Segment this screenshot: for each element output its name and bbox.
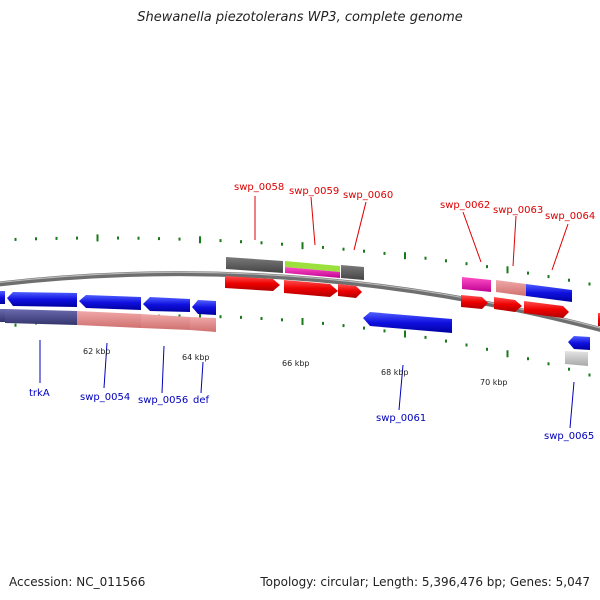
gene-label-def[interactable]: def — [193, 395, 210, 406]
gene-arrow-def[interactable] — [192, 300, 216, 315]
map-title: Shewanella piezotolerans WP3, complete g… — [137, 10, 463, 25]
gene-arrow-trkA[interactable] — [7, 292, 77, 307]
outer-tick-ring — [14, 234, 591, 286]
feature-bar-swp_0060[interactable] — [341, 265, 364, 280]
gene-arrow-swp_0063[interactable] — [494, 297, 522, 312]
gene-label-swp_0065[interactable]: swp_0065 — [544, 431, 594, 442]
forward-leader-lines — [254, 196, 569, 271]
forward-gene-track — [225, 276, 600, 326]
reverse-gene-track — [0, 291, 590, 350]
feature-bar-swp_0062[interactable] — [462, 277, 491, 292]
reverse-leader-lines — [39, 340, 575, 429]
reverse-gene-labels: trkA swp_0054 swp_0056 def swp_0061 swp_… — [29, 388, 594, 442]
gene-arrow-swp_0058[interactable] — [225, 276, 280, 291]
kbp-label-68: 68 kbp — [381, 368, 409, 377]
gene-label-trkA[interactable]: trkA — [29, 388, 50, 399]
feature-bar-swp_0056[interactable] — [141, 314, 190, 330]
gene-label-swp_0061[interactable]: swp_0061 — [376, 413, 426, 424]
accession-text: Accession: NC_011566 — [9, 575, 146, 589]
kbp-label-66: 66 kbp — [282, 359, 310, 368]
feature-bar-swp_0054[interactable] — [77, 311, 141, 328]
feature-bar-trkA[interactable] — [5, 309, 77, 325]
gene-label-swp_0064[interactable]: swp_0064 — [545, 211, 595, 222]
gene-label-swp_0059[interactable]: swp_0059 — [289, 186, 339, 197]
gene-arrow-swp_0064[interactable] — [524, 301, 569, 318]
reverse-feature-track — [0, 309, 588, 366]
gene-arrow-swp_0065[interactable] — [568, 336, 590, 350]
kbp-label-62: 62 kbp — [83, 347, 111, 356]
gene-arrow-swp_0061[interactable] — [363, 312, 452, 333]
gene-arrow-swp_0059[interactable] — [284, 280, 338, 297]
feature-bar-swp_0064[interactable] — [526, 284, 572, 302]
kbp-labels: 62 kbp 64 kbp 66 kbp 68 kbp 70 kbp — [83, 347, 508, 387]
gene-arrow-swp_0060[interactable] — [338, 284, 362, 298]
feature-bar-partial-left[interactable] — [0, 309, 5, 322]
gene-label-swp_0054[interactable]: swp_0054 — [80, 392, 130, 403]
forward-feature-track — [226, 257, 572, 302]
feature-bar-swp_0058[interactable] — [226, 257, 283, 273]
gene-label-swp_0056[interactable]: swp_0056 — [138, 395, 188, 406]
feature-bar-def[interactable] — [190, 317, 216, 332]
kbp-label-64: 64 kbp — [182, 353, 210, 362]
gene-arrow-swp_0056[interactable] — [143, 297, 190, 312]
gene-arrow-swp_0062[interactable] — [461, 295, 488, 309]
gene-label-swp_0060[interactable]: swp_0060 — [343, 190, 393, 201]
feature-bar-swp_0063[interactable] — [496, 280, 526, 296]
feature-bar-swp_0059[interactable] — [285, 261, 340, 272]
gene-arrow-swp_0054[interactable] — [79, 295, 141, 310]
forward-gene-labels: swp_0058 swp_0059 swp_0060 swp_0062 swp_… — [234, 182, 595, 222]
gene-label-swp_0062[interactable]: swp_0062 — [440, 200, 490, 211]
gene-arrow-partial-left[interactable] — [0, 291, 5, 304]
gene-label-swp_0058[interactable]: swp_0058 — [234, 182, 284, 193]
gene-label-swp_0063[interactable]: swp_0063 — [493, 205, 543, 216]
feature-bar-swp_0065[interactable] — [565, 351, 588, 366]
genome-summary-text: Topology: circular; Length: 5,396,476 bp… — [260, 575, 590, 589]
feature-bar-swp_0059b[interactable] — [285, 267, 340, 278]
kbp-label-70: 70 kbp — [480, 378, 508, 387]
genome-backbone — [0, 271, 600, 332]
